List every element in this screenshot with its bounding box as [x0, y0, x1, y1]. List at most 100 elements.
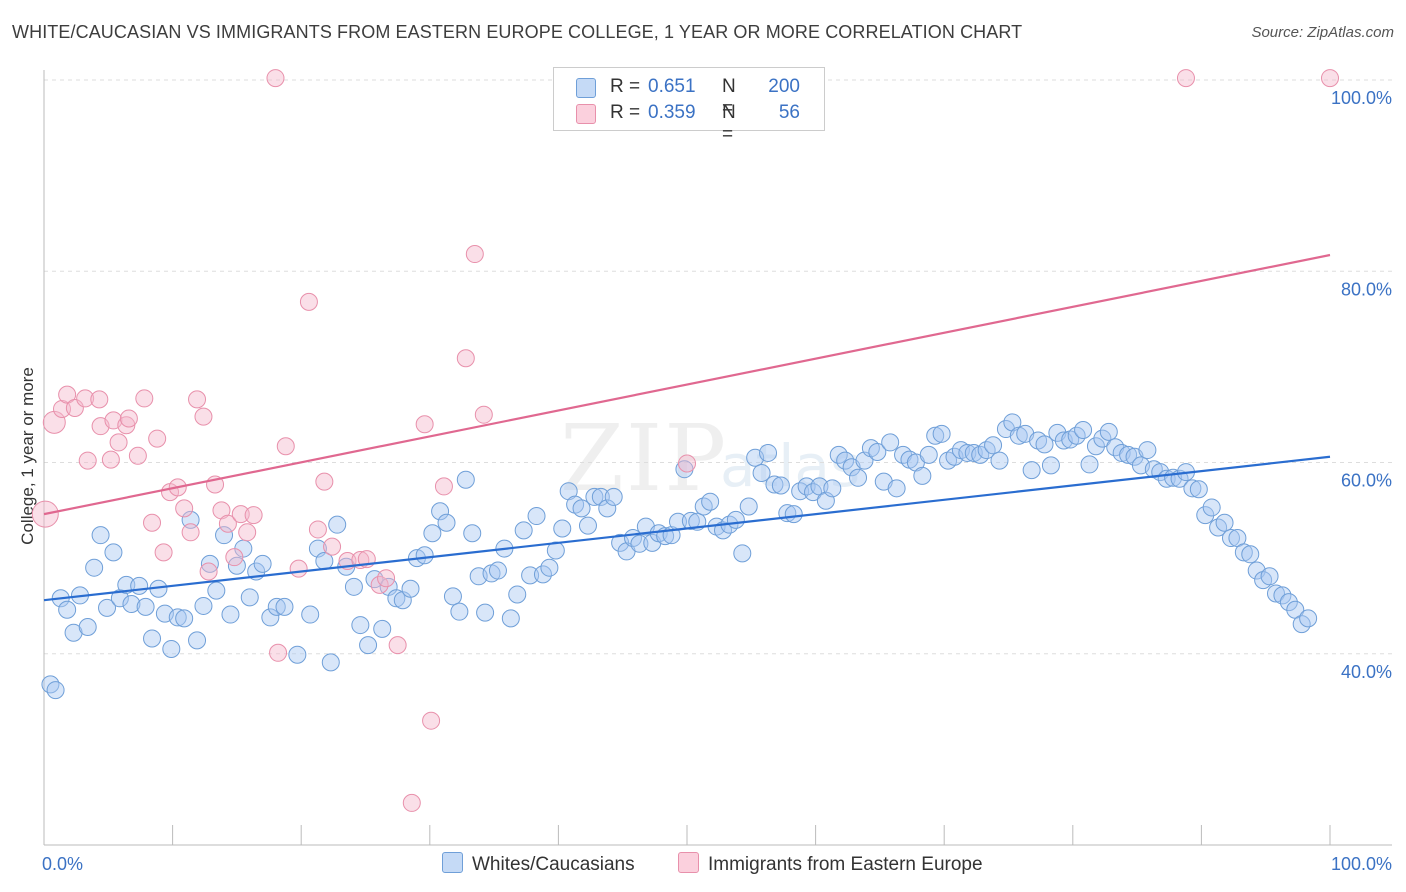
white-point: [98, 598, 117, 617]
white-point: [752, 464, 771, 483]
immigrant-point: [238, 523, 257, 542]
y-tick-label: 60.0%: [1341, 471, 1392, 491]
immigrant-point: [465, 245, 484, 264]
white-point: [868, 442, 887, 461]
white-point: [344, 577, 363, 596]
white-point: [401, 579, 420, 598]
white-point: [553, 519, 572, 538]
immigrant-point: [109, 433, 128, 452]
immigrant-point: [388, 636, 407, 655]
immigrant-point: [244, 506, 263, 525]
white-point: [739, 497, 758, 516]
immigrant-point: [299, 292, 318, 311]
white-point: [1273, 586, 1292, 605]
watermark-zip: ZIP: [560, 405, 729, 512]
immigrant-point: [199, 562, 218, 581]
white-point: [85, 558, 104, 577]
white-point: [175, 609, 194, 628]
white-point: [104, 543, 123, 562]
immigrant-point: [289, 559, 308, 578]
white-point: [437, 513, 456, 532]
bottom-legend-swatch-immigrants: [678, 852, 699, 873]
white-point: [181, 510, 200, 529]
white-point: [759, 443, 778, 462]
immigrant-point: [231, 505, 250, 524]
immigrant-point: [78, 451, 97, 470]
white-point: [533, 565, 552, 584]
white-point: [373, 619, 392, 638]
bottom-legend-immigrants: Immigrants from Eastern Europe: [678, 852, 983, 876]
white-point: [765, 475, 784, 494]
white-point: [168, 608, 187, 627]
legend-r-label: R =: [610, 76, 641, 97]
white-point: [1183, 479, 1202, 498]
white-point: [1196, 506, 1215, 525]
white-point: [215, 526, 234, 545]
white-point: [540, 558, 559, 577]
white-point: [423, 524, 442, 543]
whites-trend-line: [43, 455, 1331, 602]
white-point: [771, 476, 790, 495]
immigrant-point: [76, 389, 95, 408]
white-point: [463, 524, 482, 543]
white-point: [598, 499, 617, 518]
white-point: [1074, 420, 1093, 439]
white-point: [188, 631, 207, 650]
immigrant-point: [323, 537, 342, 556]
white-point: [881, 433, 900, 452]
immigrant-point: [276, 437, 295, 456]
white-point: [990, 451, 1009, 470]
immigrant-point: [678, 454, 696, 473]
white-point: [1215, 513, 1234, 532]
white-point: [431, 502, 450, 521]
white-point: [919, 445, 938, 464]
immigrant-point: [143, 513, 162, 532]
white-point: [253, 554, 272, 573]
white-point: [681, 511, 700, 530]
legend-r-label: R =: [610, 102, 641, 123]
immigrant-point: [101, 450, 120, 469]
y-tick-label: 40.0%: [1341, 662, 1392, 682]
legend-r-value-whites: 0.651: [648, 76, 696, 97]
white-point: [913, 466, 932, 485]
white-point: [78, 617, 97, 636]
white-point: [288, 645, 307, 664]
white-point: [1086, 437, 1105, 456]
immigrant-point: [308, 520, 327, 539]
white-point: [46, 681, 65, 700]
immigrant-point: [53, 399, 72, 418]
white-point: [476, 603, 495, 622]
white-point: [1119, 445, 1138, 464]
immigrant-point: [456, 349, 475, 368]
white-point: [932, 424, 951, 443]
white-point: [359, 636, 378, 655]
legend-swatch-immigrants: [576, 104, 596, 124]
white-point: [726, 510, 745, 529]
immigrant-point: [370, 575, 389, 594]
white-point: [591, 487, 610, 506]
x-tick-label: 100.0%: [1331, 854, 1392, 874]
immigrant-point: [188, 390, 207, 409]
bottom-legend-whites: Whites/Caucasians: [442, 852, 635, 876]
white-point: [122, 595, 141, 614]
white-point: [1080, 455, 1099, 474]
watermark-atlas: atlas: [720, 432, 861, 500]
white-point: [1221, 529, 1240, 548]
legend-n-value-whites: 200: [768, 76, 800, 97]
white-point: [488, 561, 507, 580]
white-point: [207, 581, 226, 600]
bottom-legend-label-whites: Whites/Caucasians: [472, 854, 635, 875]
immigrant-point: [128, 446, 147, 465]
white-point: [194, 596, 213, 615]
legend-n-label: N =: [722, 102, 736, 145]
immigrant-point: [181, 523, 200, 542]
white-point: [784, 505, 803, 524]
white-point: [387, 589, 406, 608]
white-point: [58, 600, 77, 619]
immigrant-point: [218, 514, 237, 533]
white-point: [630, 534, 649, 553]
immigrant-point: [194, 407, 213, 426]
white-point: [733, 544, 752, 563]
immigrants-trend-line: [43, 253, 1331, 516]
